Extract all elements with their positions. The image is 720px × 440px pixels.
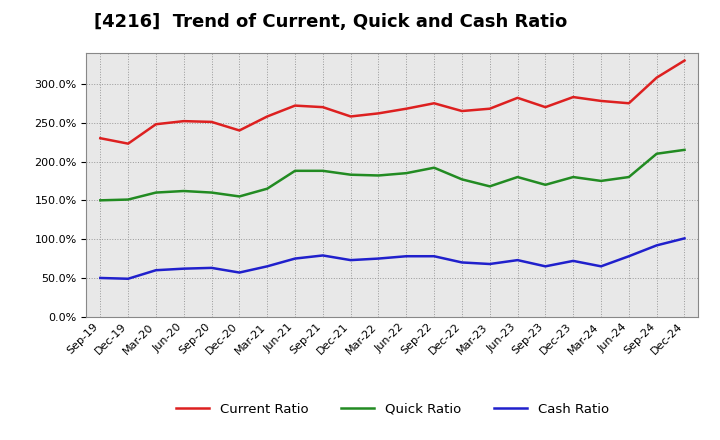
Quick Ratio [458, 177, 467, 182]
Current Ratio [179, 118, 188, 124]
Quick Ratio [124, 197, 132, 202]
Line: Quick Ratio: Quick Ratio [100, 150, 685, 200]
Current Ratio [513, 95, 522, 100]
Text: [4216]  Trend of Current, Quick and Cash Ratio: [4216] Trend of Current, Quick and Cash … [94, 13, 567, 31]
Current Ratio [207, 119, 216, 125]
Line: Current Ratio: Current Ratio [100, 61, 685, 143]
Current Ratio [235, 128, 243, 133]
Quick Ratio [402, 171, 410, 176]
Cash Ratio [402, 253, 410, 259]
Cash Ratio [624, 253, 633, 259]
Cash Ratio [318, 253, 327, 258]
Cash Ratio [152, 268, 161, 273]
Cash Ratio [569, 258, 577, 264]
Current Ratio [152, 121, 161, 127]
Current Ratio [318, 105, 327, 110]
Cash Ratio [207, 265, 216, 271]
Current Ratio [263, 114, 271, 119]
Quick Ratio [597, 178, 606, 183]
Cash Ratio [680, 236, 689, 241]
Quick Ratio [318, 168, 327, 173]
Cash Ratio [96, 275, 104, 281]
Quick Ratio [513, 174, 522, 180]
Quick Ratio [152, 190, 161, 195]
Cash Ratio [513, 257, 522, 263]
Quick Ratio [374, 173, 383, 178]
Quick Ratio [430, 165, 438, 170]
Cash Ratio [263, 264, 271, 269]
Quick Ratio [179, 188, 188, 194]
Cash Ratio [541, 264, 550, 269]
Current Ratio [124, 141, 132, 146]
Quick Ratio [569, 174, 577, 180]
Quick Ratio [680, 147, 689, 153]
Cash Ratio [124, 276, 132, 282]
Current Ratio [291, 103, 300, 108]
Quick Ratio [207, 190, 216, 195]
Quick Ratio [346, 172, 355, 177]
Quick Ratio [235, 194, 243, 199]
Quick Ratio [96, 198, 104, 203]
Current Ratio [652, 75, 661, 80]
Current Ratio [346, 114, 355, 119]
Cash Ratio [179, 266, 188, 271]
Quick Ratio [485, 184, 494, 189]
Cash Ratio [291, 256, 300, 261]
Legend: Current Ratio, Quick Ratio, Cash Ratio: Current Ratio, Quick Ratio, Cash Ratio [176, 403, 608, 416]
Line: Cash Ratio: Cash Ratio [100, 238, 685, 279]
Quick Ratio [291, 168, 300, 173]
Quick Ratio [263, 186, 271, 191]
Current Ratio [96, 136, 104, 141]
Cash Ratio [652, 243, 661, 248]
Quick Ratio [541, 182, 550, 187]
Cash Ratio [458, 260, 467, 265]
Cash Ratio [597, 264, 606, 269]
Cash Ratio [235, 270, 243, 275]
Current Ratio [597, 98, 606, 103]
Cash Ratio [485, 261, 494, 267]
Current Ratio [569, 95, 577, 100]
Quick Ratio [652, 151, 661, 156]
Cash Ratio [374, 256, 383, 261]
Current Ratio [430, 101, 438, 106]
Current Ratio [402, 106, 410, 111]
Current Ratio [485, 106, 494, 111]
Current Ratio [541, 105, 550, 110]
Cash Ratio [430, 253, 438, 259]
Quick Ratio [624, 174, 633, 180]
Current Ratio [458, 108, 467, 114]
Current Ratio [680, 58, 689, 63]
Current Ratio [374, 111, 383, 116]
Cash Ratio [346, 257, 355, 263]
Current Ratio [624, 101, 633, 106]
